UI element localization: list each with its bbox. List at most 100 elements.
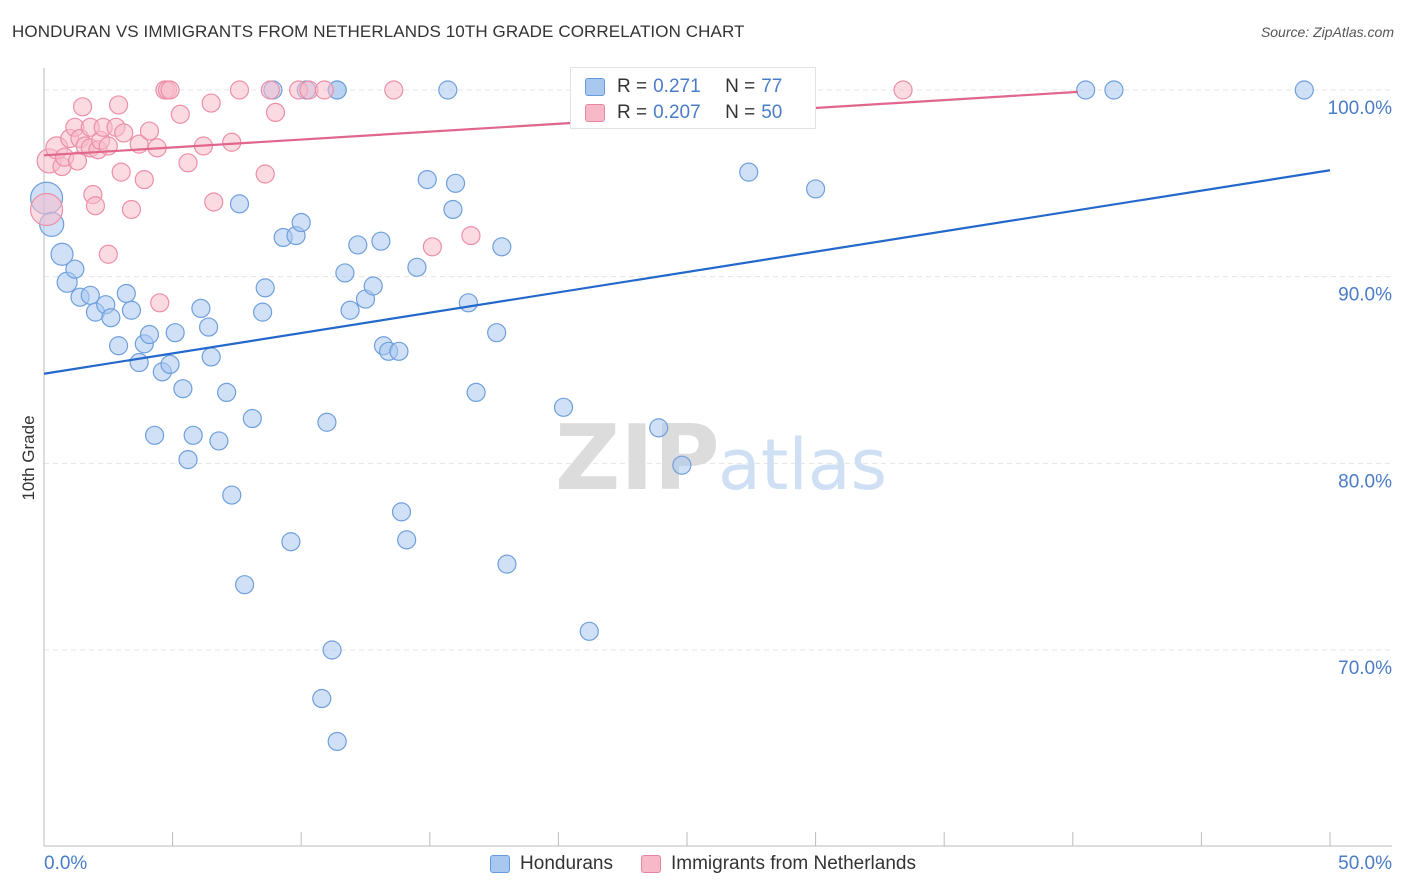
source-label: Source: ZipAtlas.com <box>1260 24 1394 40</box>
data-point-hondurans <box>672 455 692 475</box>
legend-r-label: R = <box>617 76 648 97</box>
data-point-hondurans <box>553 397 574 417</box>
data-point-netherlands <box>114 123 134 143</box>
data-point-netherlands <box>178 153 198 173</box>
legend-r-value: 0.271 <box>653 76 701 97</box>
data-point-hondurans <box>466 382 486 402</box>
data-point-hondurans <box>101 308 121 328</box>
data-point-netherlands <box>170 104 190 124</box>
legend-swatch-netherlands <box>585 104 605 122</box>
data-point-hondurans <box>322 640 342 660</box>
data-point-netherlands <box>255 164 275 184</box>
data-point-netherlands <box>384 80 404 100</box>
stats-legend: R = 0.271 N = 77 R = 0.207 N = 50 <box>570 67 816 129</box>
data-point-hondurans <box>242 408 262 429</box>
legend-n-value: 77 <box>761 76 783 97</box>
data-point-hondurans <box>191 298 211 318</box>
data-point-netherlands <box>204 192 224 212</box>
data-point-hondurans <box>739 162 759 182</box>
watermark-atlas: atlas <box>718 424 887 506</box>
data-point-hondurans <box>65 259 85 279</box>
data-point-hondurans <box>579 621 599 641</box>
data-point-hondurans <box>492 237 512 257</box>
data-point-hondurans <box>1076 80 1096 100</box>
legend-label-hondurans: Hondurans <box>520 853 613 874</box>
data-point-netherlands <box>201 93 221 113</box>
data-point-hondurans <box>139 324 160 345</box>
data-point-hondurans <box>363 276 383 296</box>
data-point-hondurans <box>178 450 198 470</box>
data-point-netherlands <box>67 151 88 171</box>
data-point-hondurans <box>108 336 129 356</box>
data-point-hondurans <box>80 285 100 305</box>
data-point-hondurans <box>317 412 337 432</box>
data-point-netherlands <box>893 80 913 100</box>
legend-n-label: N = <box>725 76 756 97</box>
data-point-hondurans <box>407 257 427 277</box>
data-point-hondurans <box>312 688 332 709</box>
data-point-hondurans <box>438 80 458 100</box>
data-point-hondurans <box>183 425 203 445</box>
data-point-hondurans <box>348 235 368 255</box>
data-point-netherlands <box>108 95 129 115</box>
data-point-netherlands <box>72 97 93 117</box>
trend-lines <box>43 90 1331 375</box>
data-point-hondurans <box>443 199 463 220</box>
data-point-hondurans <box>160 354 180 374</box>
legend-swatch-hondurans <box>490 855 511 873</box>
legend-swatch-netherlands <box>640 855 661 873</box>
data-point-hondurans <box>50 242 74 266</box>
data-point-netherlands <box>150 293 170 313</box>
data-point-hondurans <box>340 300 360 320</box>
y-tick-label: 100.0% <box>1328 98 1393 119</box>
legend-row-netherlands: R = 0.207 N = 50 <box>585 101 782 125</box>
legend-label-netherlands: Immigrants from Netherlands <box>670 853 916 874</box>
data-point-hondurans <box>173 379 193 399</box>
data-point-netherlands <box>29 192 64 227</box>
data-point-netherlands <box>222 132 242 152</box>
data-point-hondurans <box>445 173 466 193</box>
data-point-netherlands <box>314 80 334 100</box>
legend-r-label: R = <box>617 102 648 123</box>
data-point-hondurans <box>253 302 273 322</box>
watermark-zip: ZIP <box>555 406 720 511</box>
data-point-netherlands <box>265 102 286 123</box>
trend-line-netherlands <box>43 90 1079 157</box>
data-points <box>29 80 1314 752</box>
y-tick-label: 90.0% <box>1338 285 1392 306</box>
legend-swatch-hondurans <box>585 78 605 96</box>
data-point-hondurans <box>487 323 507 343</box>
legend-n-label: N = <box>725 102 756 123</box>
data-point-hondurans <box>144 425 165 445</box>
data-point-hondurans <box>165 323 185 343</box>
data-point-netherlands <box>111 162 131 182</box>
y-tick-label: 80.0% <box>1338 471 1392 492</box>
data-point-netherlands <box>98 244 118 264</box>
data-point-hondurans <box>327 731 347 752</box>
data-point-hondurans <box>805 179 826 199</box>
legend-row-hondurans: R = 0.271 N = 77 <box>585 75 782 99</box>
data-point-netherlands <box>422 237 442 257</box>
data-point-hondurans <box>201 347 221 367</box>
data-point-hondurans <box>281 532 301 552</box>
data-point-netherlands <box>229 80 250 100</box>
data-point-hondurans <box>389 341 409 361</box>
legend-item-netherlands[interactable]: Immigrants from Netherlands <box>640 853 916 875</box>
data-point-hondurans <box>229 194 250 214</box>
data-point-hondurans <box>217 382 237 402</box>
data-point-hondurans <box>458 293 478 313</box>
data-point-hondurans <box>235 575 255 595</box>
y-tick-label: 70.0% <box>1338 658 1392 679</box>
chart-title: HONDURAN VS IMMIGRANTS FROM NETHERLANDS … <box>12 22 745 41</box>
legend-item-hondurans[interactable]: Hondurans <box>490 853 613 875</box>
data-point-netherlands <box>85 196 106 216</box>
y-axis-title: 10th Grade <box>19 415 38 500</box>
data-point-hondurans <box>255 278 275 298</box>
x-tick-label: 50.0% <box>1338 853 1392 874</box>
axis-labels: 70.0% 80.0% 90.0% 100.0% 0.0% 50.0% 10th Grade <box>19 98 1392 874</box>
gridlines <box>44 89 1392 651</box>
data-point-hondurans <box>291 212 311 233</box>
data-point-hondurans <box>209 431 229 451</box>
data-point-netherlands <box>121 199 142 220</box>
